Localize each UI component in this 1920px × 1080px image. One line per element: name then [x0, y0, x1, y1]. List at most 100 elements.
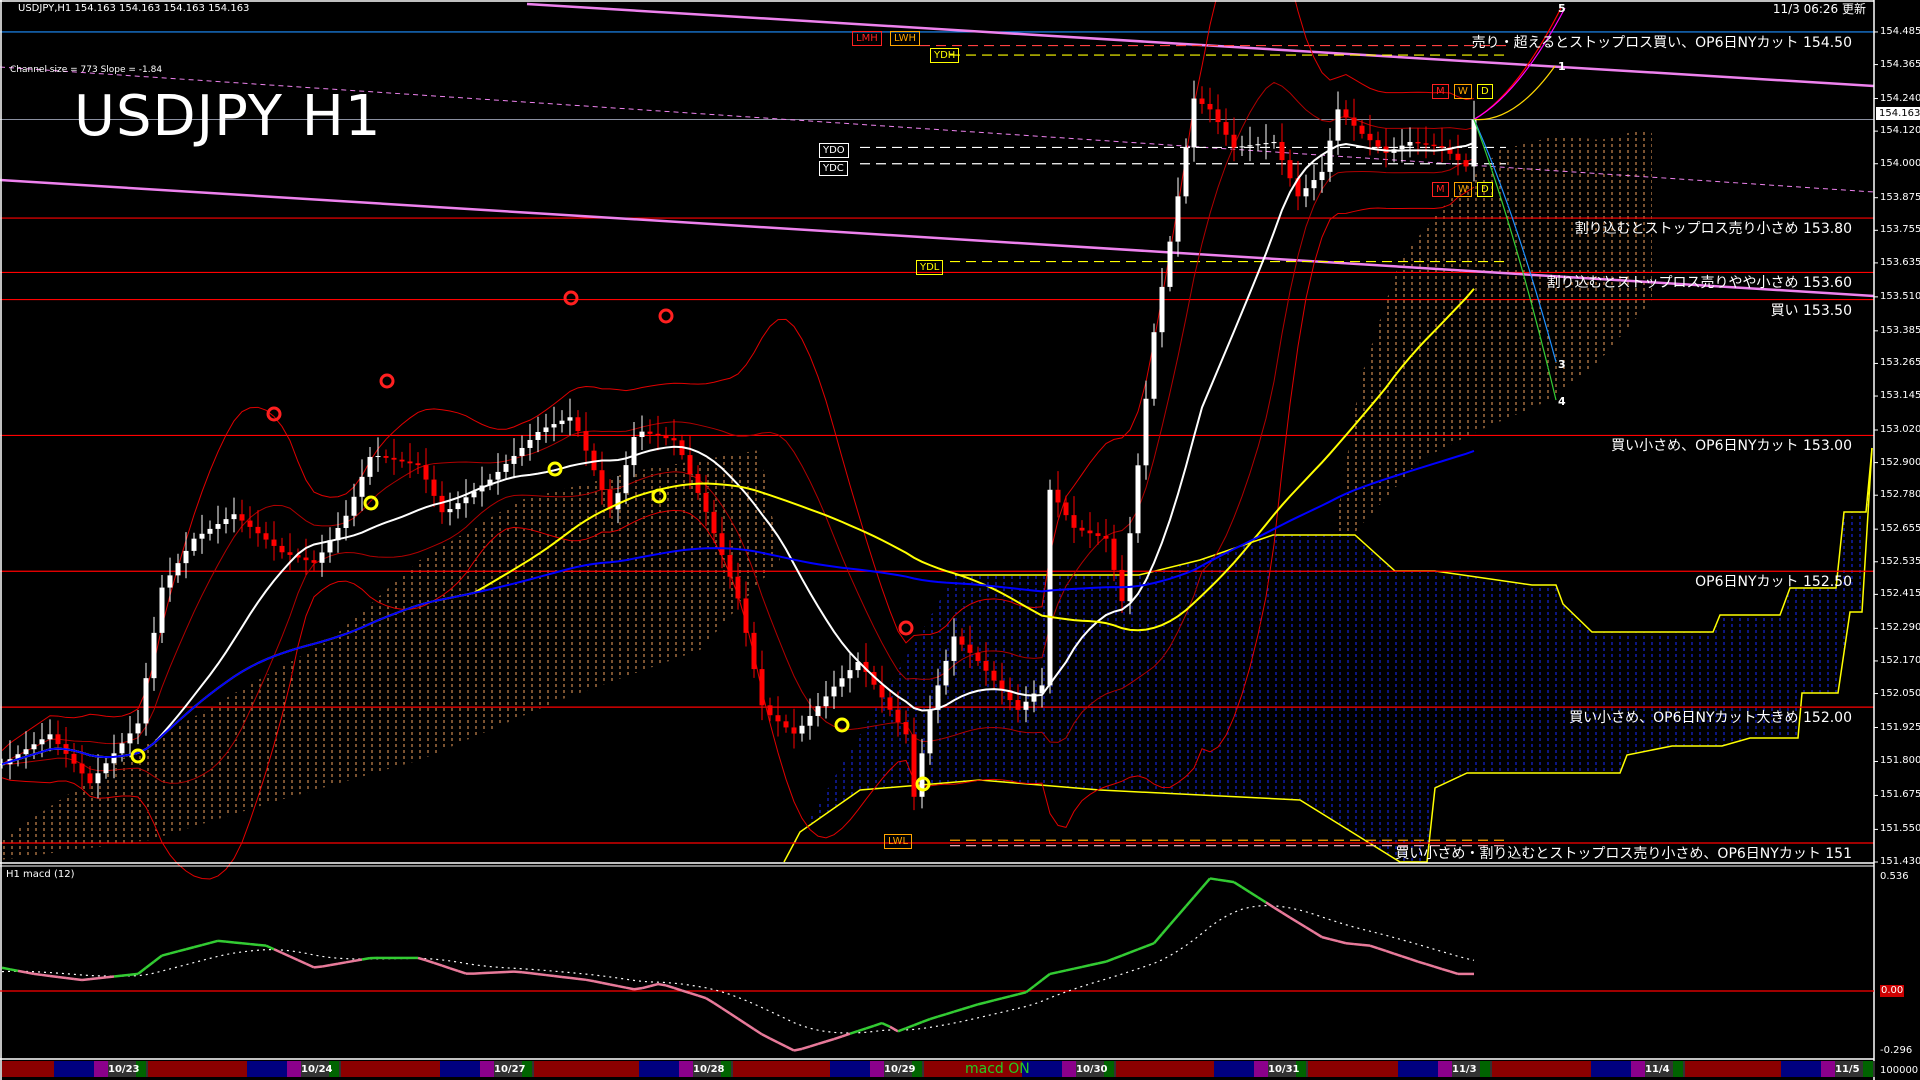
candle-body	[31, 744, 37, 750]
session-segment	[1104, 1061, 1114, 1077]
candle-body	[359, 476, 365, 497]
time-axis-label: 10/29	[884, 1064, 916, 1075]
candle-body	[1351, 117, 1357, 126]
candle-body	[671, 438, 677, 441]
candle-body	[975, 652, 981, 661]
candle-body	[103, 763, 109, 774]
macd-line-segment	[521, 970, 531, 975]
macd-line-segment	[297, 958, 307, 965]
macd-line-segment	[121, 973, 131, 977]
candle-body	[1119, 569, 1125, 602]
forecast-line	[1473, 119, 1557, 401]
bear-cloud-left	[0, 450, 780, 860]
macd-line-segment	[1065, 967, 1075, 972]
candle-body	[199, 533, 205, 539]
macd-line-segment	[441, 964, 451, 970]
macd-line-segment	[225, 940, 235, 944]
ma-fast-line	[1, 141, 1475, 766]
candle-body	[1407, 141, 1413, 146]
signal-marker-icon	[547, 461, 563, 477]
macd-line-segment	[697, 994, 707, 1000]
macd-line-segment	[681, 989, 691, 995]
macd-line-segment	[1449, 970, 1459, 976]
macd-line-segment	[1329, 937, 1339, 943]
session-segment	[136, 1061, 146, 1077]
candle-body	[959, 636, 965, 645]
candle-body	[295, 554, 301, 558]
macd-line-segment	[1361, 943, 1371, 947]
session-segment	[522, 1061, 532, 1077]
candle-body	[55, 734, 61, 745]
candle-body	[1223, 122, 1229, 135]
candle-body	[919, 753, 925, 797]
ydo-tag: YDO	[819, 143, 849, 158]
candle-body	[1279, 141, 1285, 161]
macd-line-segment	[345, 959, 355, 964]
candle-body	[1319, 171, 1325, 181]
macd-line-segment	[649, 982, 659, 988]
macd-line-segment	[1193, 886, 1203, 898]
candle-body	[543, 427, 549, 432]
macd-line-segment	[1009, 993, 1019, 998]
time-axis-label: 10/30	[1076, 1064, 1108, 1075]
macd-line-segment	[841, 1032, 851, 1038]
price-axis-label: 152.780	[1880, 489, 1920, 501]
candle-body	[167, 575, 173, 588]
candle-body	[823, 696, 829, 707]
candle-body	[1071, 515, 1077, 528]
candle-body	[639, 431, 645, 438]
price-axis-label: 153.265	[1880, 357, 1920, 369]
macd-line-segment	[881, 1021, 891, 1028]
candle-body	[119, 743, 125, 754]
bull-cloud	[784, 448, 1872, 862]
candle-body	[511, 455, 517, 464]
candle-body	[143, 678, 149, 724]
candle-body	[839, 678, 845, 687]
session-segment	[1022, 1061, 1062, 1077]
candle-body	[1039, 685, 1045, 694]
price-axis-label: 153.385	[1880, 324, 1920, 336]
macd-line-segment	[97, 976, 107, 980]
level-label: 買い小さめ、OP6日NYカット 153.00	[1611, 438, 1852, 455]
time-axis-label: 10/24	[301, 1064, 333, 1075]
price-axis-label: 154.120	[1880, 125, 1920, 137]
forecast-line	[1473, 119, 1557, 363]
candle-body	[831, 686, 837, 697]
price-axis-label: 151.675	[1880, 789, 1920, 801]
ydl-tag: YDL	[916, 260, 944, 275]
macd-line-segment	[1145, 942, 1155, 948]
session-segment	[329, 1061, 339, 1077]
signal-marker-icon	[898, 620, 914, 636]
macd-line-segment	[89, 977, 99, 981]
channel-info: Channel size = 773 Slope = -1.84	[10, 65, 163, 75]
candle-body	[247, 520, 253, 527]
macd-title: H1 macd (12)	[6, 869, 75, 880]
macd-line-segment	[769, 1037, 779, 1044]
macd-line-segment	[1, 966, 11, 971]
macd-line-segment	[177, 948, 187, 953]
session-segment	[830, 1061, 870, 1077]
session-segment	[247, 1061, 287, 1077]
candle-body	[599, 470, 605, 490]
macd-line-segment	[849, 1029, 859, 1035]
candle-body	[415, 463, 421, 466]
candle-body	[935, 685, 941, 710]
candle-body	[1455, 153, 1461, 161]
macd-line-segment	[129, 972, 139, 977]
macd-line-segment	[945, 1010, 955, 1016]
candle-body	[1151, 332, 1157, 399]
macd-axis-zero: 0.00	[1880, 985, 1905, 997]
candle-body	[967, 644, 973, 653]
macd-line-segment	[433, 961, 443, 967]
macd-line-segment	[217, 939, 227, 943]
candle-body	[319, 552, 325, 563]
candle-body	[95, 773, 101, 784]
macd-line-segment	[969, 1003, 979, 1008]
signal-marker-icon	[563, 290, 579, 306]
price-axis-label: 151.925	[1880, 721, 1920, 733]
macd-line-segment	[1265, 901, 1275, 909]
time-axis-label: 11/3	[1452, 1064, 1477, 1075]
candle-body	[1095, 533, 1101, 536]
candle-body	[1143, 398, 1149, 466]
